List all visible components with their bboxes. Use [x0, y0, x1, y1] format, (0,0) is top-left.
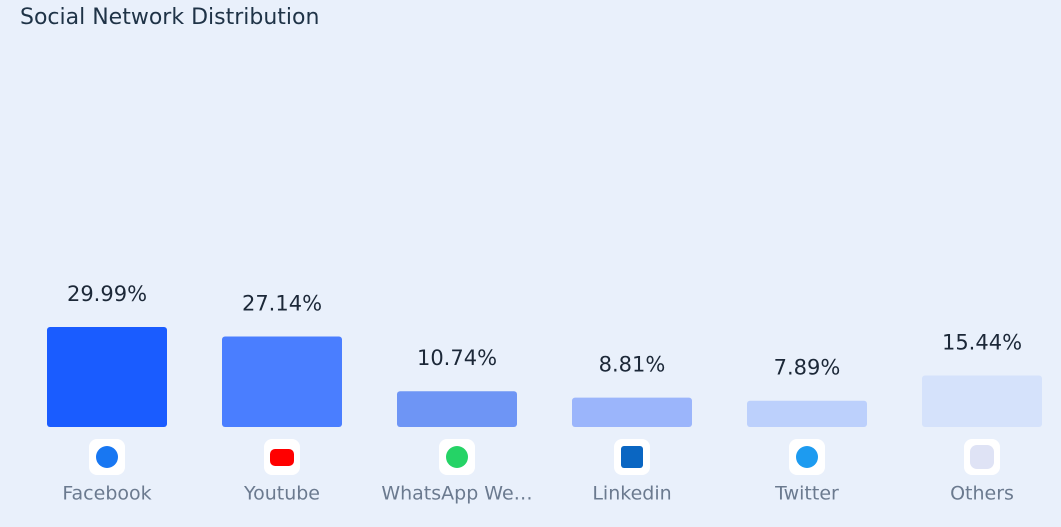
icon-glyph — [270, 449, 294, 466]
bar — [572, 397, 692, 427]
icon — [964, 439, 1000, 475]
x-tick-label: WhatsApp We… — [381, 483, 532, 505]
value-label: 8.81% — [599, 353, 666, 377]
icon — [89, 439, 125, 475]
icon — [614, 439, 650, 475]
bar — [747, 400, 867, 427]
bar — [47, 327, 167, 427]
icon — [789, 439, 825, 475]
x-tick-label: Youtube — [243, 483, 320, 505]
icon-glyph — [96, 446, 118, 468]
x-tick-label: Others — [950, 483, 1014, 505]
icon-glyph — [970, 445, 994, 469]
value-label: 27.14% — [242, 292, 322, 316]
x-tick-label: Twitter — [774, 483, 839, 505]
value-label: 29.99% — [67, 282, 147, 306]
bar — [922, 375, 1042, 427]
x-tick-label: Linkedin — [592, 483, 671, 505]
icon-glyph — [621, 446, 643, 468]
bar — [222, 336, 342, 427]
x-tick-label: Facebook — [62, 483, 151, 505]
icon — [439, 439, 475, 475]
icon-glyph — [446, 446, 468, 468]
value-label: 10.74% — [417, 346, 497, 370]
chart-title: Social Network Distribution — [20, 5, 319, 30]
value-label: 7.89% — [774, 356, 841, 380]
icon-glyph — [796, 446, 818, 468]
value-label: 15.44% — [942, 331, 1022, 355]
bar — [397, 391, 517, 427]
icon — [264, 439, 300, 475]
